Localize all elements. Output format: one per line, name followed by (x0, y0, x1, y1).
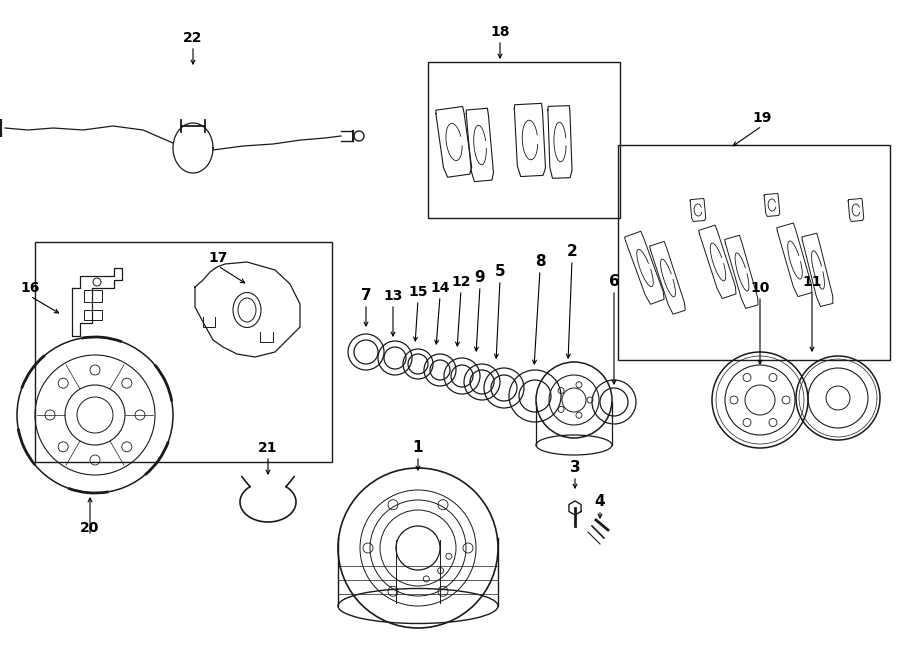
Text: 21: 21 (258, 441, 278, 455)
Text: 5: 5 (495, 264, 505, 280)
Text: 12: 12 (451, 275, 471, 289)
Bar (35, 242, 332, 462)
Text: 18: 18 (491, 25, 509, 39)
Text: 19: 19 (752, 111, 771, 125)
Text: 16: 16 (21, 281, 40, 295)
Text: 17: 17 (208, 251, 228, 265)
Bar (84, 310, 102, 320)
Text: 10: 10 (751, 281, 770, 295)
Text: 11: 11 (802, 275, 822, 289)
Text: 7: 7 (361, 288, 372, 303)
Text: 2: 2 (567, 245, 578, 260)
Text: 3: 3 (570, 461, 580, 475)
Bar (428, 62, 620, 218)
Bar (618, 145, 890, 360)
Text: 13: 13 (383, 289, 402, 303)
Text: 9: 9 (474, 270, 485, 286)
Bar (84, 290, 102, 302)
Text: 8: 8 (535, 254, 545, 270)
Text: 6: 6 (608, 274, 619, 290)
Text: 22: 22 (184, 31, 202, 45)
Text: 1: 1 (413, 440, 423, 455)
Text: 14: 14 (430, 281, 450, 295)
Text: 20: 20 (80, 521, 100, 535)
Text: 15: 15 (409, 285, 428, 299)
Text: 4: 4 (595, 494, 606, 510)
